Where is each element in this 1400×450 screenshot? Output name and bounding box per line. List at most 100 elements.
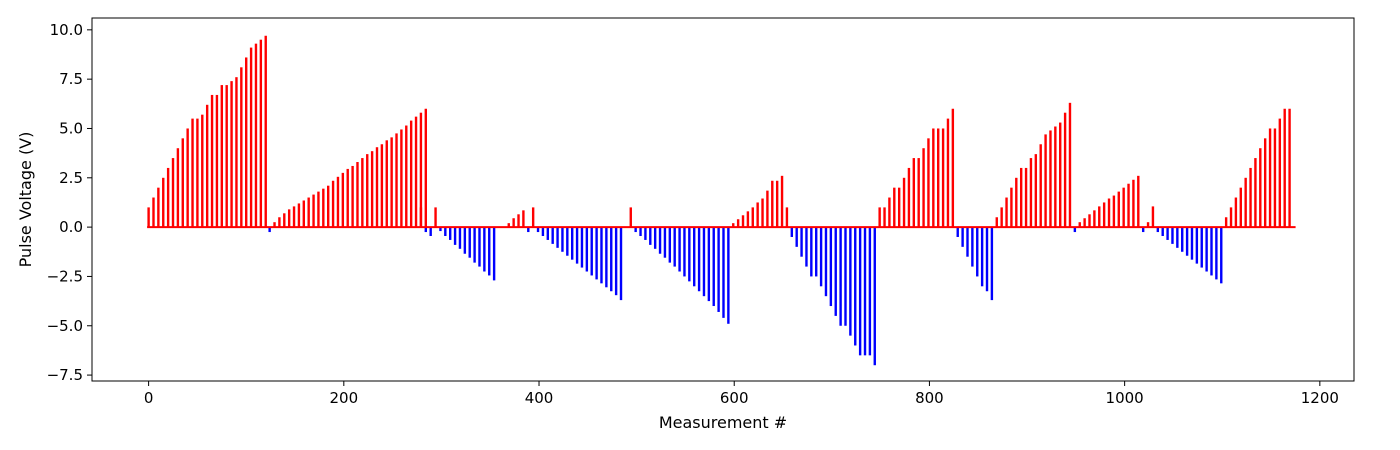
bar-ramp-5-15	[1068, 102, 1072, 228]
bar-ramp-7-0	[1224, 217, 1228, 228]
bar-ramp-5-3	[1010, 187, 1013, 228]
bar-ramp-4-5	[902, 177, 906, 228]
bar-ramp-4-14	[946, 118, 950, 228]
bar-ramp-3-2	[741, 215, 745, 228]
bar-neg-ramp-6-12	[1215, 227, 1218, 280]
bar-neg-ramp-4-7	[824, 227, 828, 297]
bar-ramp-1-6	[176, 148, 180, 228]
bar-ramp-2-31	[424, 108, 427, 228]
bar-ramp-6-4	[1098, 206, 1101, 228]
bar-ramp-1-9	[191, 118, 194, 228]
bar-ramp-4-11	[932, 128, 935, 228]
bar-neg-ramp-6-11	[1210, 227, 1213, 276]
bar-neg-ramp-1-11	[492, 227, 496, 281]
bar-ramp-6-8	[1117, 191, 1120, 228]
bar-ramp-4-4	[897, 187, 901, 228]
bar-ramp-5-0	[995, 217, 998, 228]
bar-neg-ramp-2-1	[541, 227, 545, 236]
bar-ramp-2-5	[297, 203, 301, 228]
bar-neg-ramp-6-7	[1190, 227, 1194, 260]
bar-ramp-1-14	[215, 94, 219, 228]
bar-ramp-6-11	[1132, 179, 1135, 228]
bar-neg-ramp-4-4	[810, 227, 813, 277]
bar-neg-ramp-1-1	[444, 227, 447, 236]
bar-neg-ramp-3-8	[673, 227, 676, 267]
bar-ramp-2-21	[375, 147, 379, 228]
bar-ramp-2-18	[361, 158, 364, 228]
bar-ramp-4-6	[907, 167, 911, 228]
bar-neg-ramp-6-3	[1171, 227, 1174, 244]
bar-ramp-2-17	[356, 162, 359, 228]
bar-neg-ramp-6-10	[1205, 227, 1208, 272]
bar-ramp-2-11	[327, 185, 330, 228]
bar-ramp-2-24	[390, 137, 393, 228]
bar-neg-ramp-2-8	[575, 227, 579, 264]
bar-ramp-5-2	[1005, 197, 1008, 228]
bar-ramp-6-6	[1107, 198, 1111, 228]
bar-neg-ramp-5-1	[961, 227, 964, 247]
bar-neg-ramp-2-12	[595, 227, 598, 280]
bar-neg-ramp-3-15	[707, 227, 711, 302]
bar-ramp-4-10	[927, 138, 930, 228]
bar-ramp-7-6	[1254, 158, 1257, 228]
bar-ramp-1-15	[220, 85, 224, 228]
bar-neg-ramp-3-1	[639, 227, 642, 236]
bar-ramp-4-8	[917, 158, 920, 228]
bar-neg-ramp-2-9	[580, 227, 584, 268]
bar-neg-ramp-2-15	[610, 227, 613, 292]
bar-ramp-2-20	[370, 151, 374, 228]
bar-ramp-6-5	[1102, 202, 1106, 228]
bar-ramp-3-8	[771, 180, 774, 228]
bar-neg-ramp-2-14	[605, 227, 608, 288]
x-tick-label: 600	[720, 389, 749, 407]
bar-ramp-1-23	[259, 39, 263, 228]
bar-ramp-1-13	[210, 94, 214, 228]
bar-ramp-4-3	[893, 187, 896, 228]
bar-ramp-3-5	[756, 202, 759, 228]
bar-ramp-3-11	[785, 207, 789, 228]
bar-neg-ramp-6-6	[1185, 227, 1189, 256]
bar-ramp-7-10	[1273, 128, 1277, 228]
bar-neg-ramp-3-3	[649, 227, 652, 245]
bar-neg-ramp-2-6	[566, 227, 569, 256]
bar-ramp-7-3	[1239, 187, 1242, 228]
bar-ramp-1-16	[225, 85, 228, 228]
y-tick-label: 7.5	[59, 70, 83, 88]
bar-ramp-7-9	[1268, 128, 1272, 228]
bar-ramp-3-6	[761, 198, 764, 228]
y-tick-label: −5.0	[47, 317, 83, 335]
bar-ramp-3-7	[766, 190, 769, 228]
bar-neg-ramp-4-12	[849, 227, 852, 336]
bar-neg-ramp-3-2	[644, 227, 647, 240]
x-tick-label: 800	[915, 389, 944, 407]
bar-ramp-1-3	[162, 177, 165, 228]
bar-neg-ramp-5-5	[980, 227, 984, 287]
bar-ramp-1-19	[240, 67, 243, 228]
bar-ramp-2-4	[292, 206, 296, 228]
bar-neg-ramp-5-3	[971, 227, 974, 267]
bar-ramp-3-9	[775, 180, 779, 228]
bar-ramp-2-6	[302, 200, 305, 228]
bar-neg-ramp-3-14	[702, 227, 706, 297]
bar-ramp-1-24	[264, 35, 267, 228]
bar-neg-ramp-2-5	[561, 227, 564, 252]
bar-ramp-2-12	[331, 180, 335, 228]
bar-ramp-5-8	[1034, 154, 1038, 228]
x-axis-ticks: 0 200 400 600 800 1000 1200	[144, 381, 1339, 407]
bar-ramp-7-7	[1259, 148, 1262, 228]
bar-ramp-1-7	[181, 138, 184, 228]
bar-ramp-6-0	[1078, 222, 1081, 228]
bar-neg-ramp-5-6	[985, 227, 989, 292]
bar-neg-ramp-5-4	[976, 227, 979, 277]
bar-pos-small-1-2	[517, 214, 520, 228]
y-axis-ticks: −7.5 −5.0 −2.5 0.0 2.5 5.0 7.5 10.0	[47, 21, 92, 384]
bar-neg-ramp-1-4	[458, 227, 462, 249]
bar-neg-ramp-5-0	[956, 227, 959, 237]
bar-ramp-4-13	[941, 128, 945, 228]
bar-neg-ramp-5-7	[990, 227, 994, 301]
bar-ramp-1-10	[196, 118, 199, 228]
bar-ramp-1-20	[245, 57, 248, 228]
bar-ramp-2-26	[400, 129, 403, 228]
y-tick-label: 2.5	[59, 169, 83, 187]
bar-neg-ramp-1-0	[439, 227, 442, 232]
